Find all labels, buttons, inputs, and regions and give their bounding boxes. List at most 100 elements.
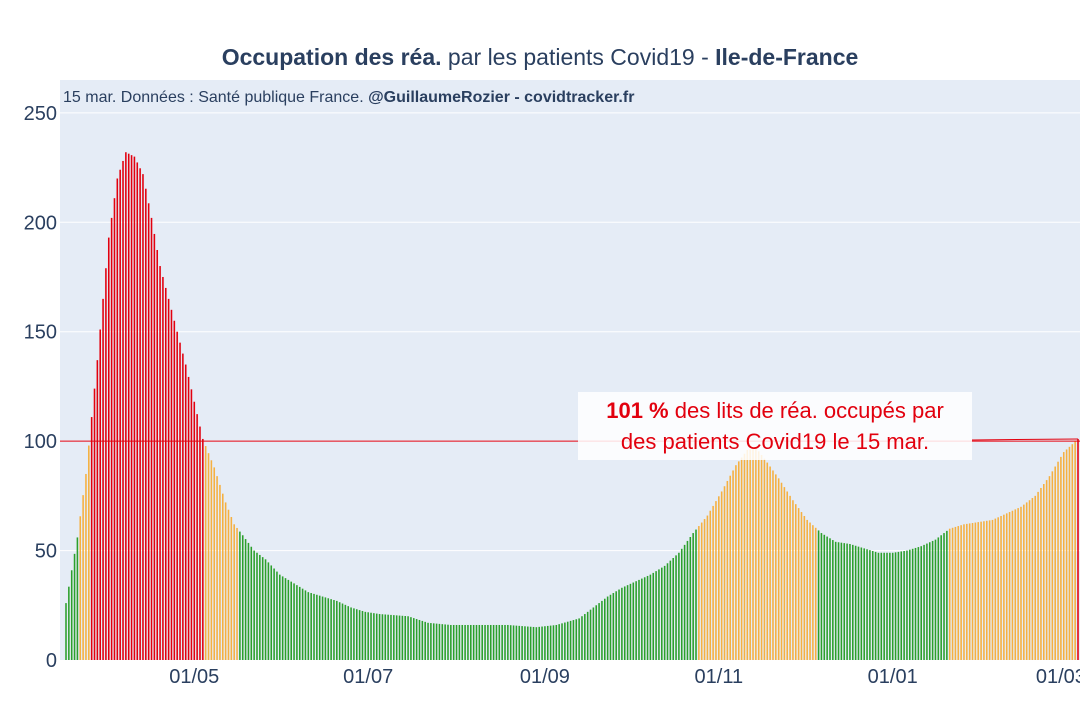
data-bar — [683, 544, 686, 660]
data-bar — [623, 586, 626, 660]
data-bar — [894, 552, 897, 660]
annotation-unit: % — [642, 398, 669, 423]
data-bar — [911, 548, 914, 660]
data-bar — [418, 619, 421, 660]
data-bar — [618, 589, 620, 660]
data-bar — [264, 559, 267, 660]
occupancy-annotation: 101 % des lits de réa. occupés par des p… — [578, 392, 972, 460]
data-bar — [997, 517, 999, 660]
data-bar — [1062, 452, 1065, 660]
data-bar — [752, 448, 754, 660]
data-bar — [569, 620, 572, 660]
data-bar — [273, 568, 275, 660]
data-bar — [407, 616, 409, 660]
data-bar — [720, 491, 723, 660]
data-bar — [347, 606, 350, 660]
data-bar — [105, 268, 107, 660]
data-bar — [475, 624, 478, 660]
data-bar — [626, 585, 629, 660]
data-bar — [492, 624, 495, 660]
data-bar — [666, 563, 669, 660]
data-bar — [150, 217, 153, 661]
data-bar — [549, 625, 552, 660]
data-bar — [920, 546, 922, 660]
data-bar — [1040, 487, 1042, 660]
data-bar — [897, 551, 900, 660]
data-bar — [698, 526, 700, 660]
data-bar — [404, 616, 407, 660]
data-bar — [467, 624, 469, 660]
data-bar — [943, 533, 945, 660]
data-bar — [809, 522, 811, 660]
data-bar — [293, 583, 295, 660]
data-bar — [373, 613, 375, 660]
data-bar — [247, 542, 250, 660]
data-bar — [718, 496, 720, 660]
data-bar — [76, 537, 79, 660]
data-bar — [832, 540, 834, 660]
annotation-line-2: des patients Covid19 le 15 mar. — [620, 429, 930, 454]
data-bar — [202, 438, 204, 660]
data-bar — [204, 446, 207, 660]
x-tick-label: 01/01 — [868, 666, 918, 688]
data-bar — [162, 276, 164, 660]
subtitle-credit: @GuillaumeRozier - covidtracker.fr — [368, 89, 635, 106]
data-bar — [224, 502, 227, 660]
data-bar — [558, 624, 560, 660]
data-bar — [68, 586, 70, 660]
data-bar — [737, 461, 740, 660]
data-bar — [837, 542, 840, 660]
data-bar — [800, 512, 803, 660]
data-bar — [546, 625, 549, 660]
x-tick-label: 01/07 — [343, 666, 393, 688]
data-bar — [304, 590, 307, 660]
data-bar — [310, 593, 312, 660]
data-bar — [216, 476, 218, 660]
y-tick-label: 50 — [35, 541, 57, 563]
data-bar — [515, 625, 518, 660]
data-bar — [338, 602, 341, 660]
data-bar — [176, 331, 178, 660]
data-bar — [1065, 449, 1068, 660]
data-bar — [498, 624, 501, 660]
data-bar — [107, 237, 110, 660]
data-bar — [88, 445, 90, 660]
data-bar — [487, 624, 489, 660]
data-bar — [772, 470, 774, 660]
data-bar — [364, 611, 367, 660]
data-bar — [1000, 515, 1002, 660]
data-bar — [378, 614, 381, 660]
data-bar — [692, 533, 694, 660]
x-tick-label: 01/05 — [169, 666, 219, 688]
data-bar — [914, 547, 917, 660]
data-bar — [241, 535, 244, 660]
data-bar — [880, 552, 883, 660]
data-bar — [680, 548, 683, 660]
data-bar — [139, 168, 141, 660]
data-bar — [170, 309, 173, 660]
data-bar — [190, 389, 193, 660]
data-bar — [581, 616, 583, 660]
data-bar — [541, 626, 543, 660]
data-bar — [700, 522, 703, 660]
data-bar — [678, 552, 680, 660]
data-bar — [290, 581, 292, 660]
data-bar — [307, 592, 310, 660]
data-bar — [834, 541, 837, 660]
data-bar — [432, 623, 435, 660]
data-bar — [90, 417, 93, 660]
data-bar — [686, 540, 689, 660]
data-bar — [1043, 484, 1045, 660]
data-bar — [413, 618, 415, 660]
chart-subtitle: 15 mar. Données : Santé publique France.… — [63, 89, 634, 107]
data-bar — [484, 624, 486, 660]
data-bar — [219, 484, 221, 660]
data-bar — [507, 624, 509, 660]
y-tick-label: 150 — [24, 322, 57, 344]
data-bar — [649, 574, 652, 660]
data-bar — [313, 593, 315, 660]
data-bar — [179, 342, 181, 660]
data-bar — [85, 473, 87, 660]
data-bar — [236, 527, 238, 660]
data-bar — [1045, 480, 1048, 660]
